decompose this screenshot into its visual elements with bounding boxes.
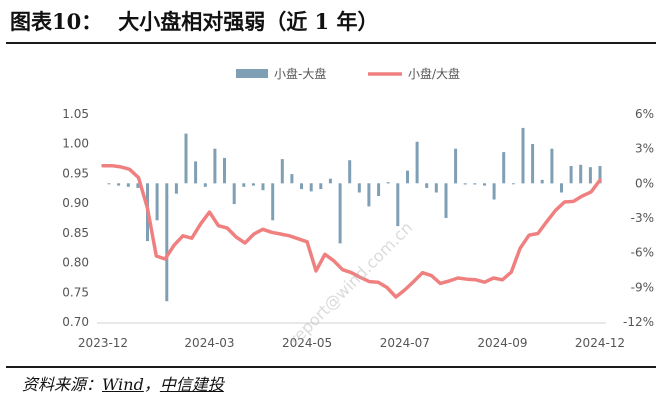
bar (309, 183, 313, 192)
bottom-rule (6, 366, 656, 368)
top-rule (6, 42, 656, 44)
bar (444, 183, 448, 218)
bar (261, 183, 265, 191)
bar (117, 183, 121, 186)
axes: 0.70 0.75 0.80 0.85 0.90 0.95 1.00 1.05 -12% -9% -… (62, 107, 654, 350)
bar (579, 164, 583, 184)
bar (502, 152, 506, 184)
figure-title-text: 大小盘相对强弱（近 1 年） (118, 9, 379, 34)
legend-swatch-bar (236, 69, 268, 78)
right-tick-label: -12% (623, 315, 654, 329)
bar (251, 183, 255, 186)
bar (174, 183, 178, 194)
chart-title: 图表10： 大小盘相对强弱（近 1 年） (10, 6, 378, 36)
bar (560, 183, 563, 193)
bar (300, 183, 303, 190)
bar (396, 183, 400, 227)
bar (271, 183, 275, 221)
bar-series (107, 127, 602, 302)
bar (415, 141, 419, 184)
bar (348, 160, 352, 184)
bar (406, 170, 409, 184)
bar (473, 183, 477, 185)
left-tick-label: 0.95 (62, 166, 89, 180)
left-tick-label: 0.90 (62, 196, 89, 210)
left-tick-label: 1.05 (62, 107, 89, 121)
left-tick-label: 0.85 (62, 226, 89, 240)
bar (386, 182, 390, 184)
bar (357, 183, 361, 193)
right-tick-label: 6% (635, 107, 654, 121)
bar (319, 183, 323, 190)
x-tick-label: 2024-05 (282, 336, 332, 350)
right-tick-label: -3% (631, 211, 654, 225)
legend: 小盘-大盘 小盘/大盘 (236, 66, 460, 81)
bar (569, 166, 573, 184)
bar (540, 179, 544, 184)
figure-number: 图表10： (10, 9, 103, 34)
left-tick-label: 0.80 (62, 256, 89, 270)
right-tick-label: -9% (631, 280, 654, 294)
bar (550, 148, 554, 184)
right-tick-label: 0% (635, 176, 654, 190)
bar (136, 183, 140, 188)
bar (531, 144, 535, 184)
bar (425, 183, 429, 188)
x-tick-label: 2023-12 (78, 336, 128, 350)
bar (483, 183, 486, 186)
left-tick-label: 0.70 (62, 315, 89, 329)
bar (107, 183, 111, 185)
bar (598, 166, 602, 184)
bar (232, 183, 236, 205)
x-tick-label: 2024-07 (380, 336, 430, 350)
bar (165, 183, 169, 302)
right-tick-label: -6% (631, 246, 654, 260)
bar (521, 127, 525, 184)
bar (126, 183, 130, 187)
bar (328, 178, 332, 184)
bar (511, 183, 515, 185)
x-tick-label: 2024-12 (575, 336, 625, 350)
watermark: report@wind.com.cn (285, 218, 416, 349)
bar (492, 183, 496, 200)
source-provider-citic: 中信建投 (159, 375, 224, 394)
bar (280, 159, 284, 184)
bar (242, 183, 246, 187)
right-tick-label: 3% (635, 142, 654, 156)
bar (194, 161, 198, 184)
source-note: 资料来源：Wind，中信建投 (22, 371, 224, 395)
bar (454, 148, 458, 184)
bar (155, 183, 159, 221)
source-prefix: 资料来源： (22, 375, 103, 394)
left-tick-label: 1.00 (62, 137, 89, 151)
bar (434, 183, 438, 193)
bar (367, 183, 371, 207)
bar (377, 183, 381, 196)
bar (338, 183, 342, 244)
series-line (101, 163, 602, 299)
bar (184, 133, 188, 184)
bar (290, 174, 294, 184)
line-series-layer (101, 163, 602, 299)
bar (223, 157, 226, 184)
bar (203, 183, 207, 187)
x-tick-label: 2024-03 (184, 336, 234, 350)
source-provider-wind: Wind (102, 375, 144, 394)
left-tick-label: 0.75 (62, 285, 89, 299)
legend-label-line: 小盘/大盘 (408, 66, 460, 81)
bar (463, 183, 467, 185)
bar (588, 167, 592, 184)
legend-label-bar: 小盘-大盘 (274, 66, 326, 81)
x-tick-label: 2024-09 (477, 336, 527, 350)
source-separator: ， (143, 375, 160, 394)
bar (213, 148, 217, 184)
chart: 小盘-大盘 小盘/大盘 0.70 0.75 0.80 0.85 0.90 0.95 1.00 1… (62, 66, 654, 350)
